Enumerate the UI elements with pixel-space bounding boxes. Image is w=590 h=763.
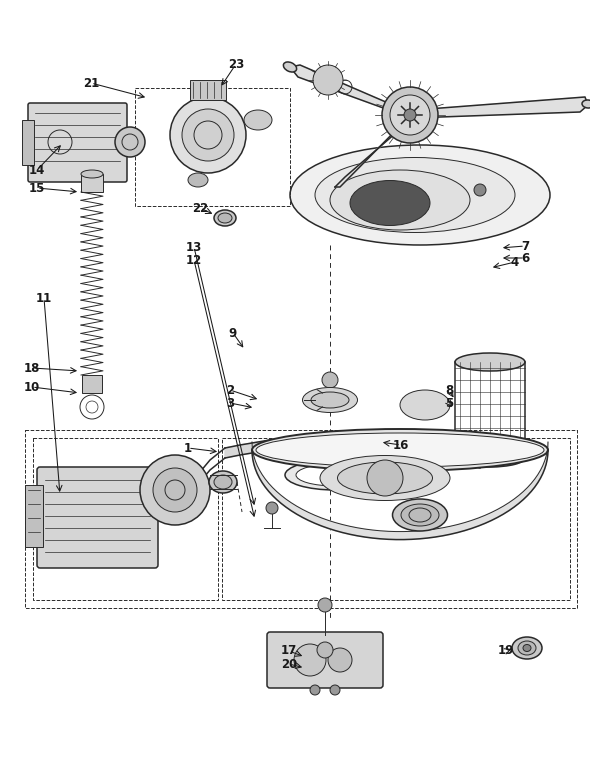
- Polygon shape: [425, 405, 432, 419]
- Circle shape: [390, 95, 430, 135]
- Polygon shape: [410, 97, 588, 118]
- Ellipse shape: [518, 641, 536, 655]
- Bar: [222, 438, 570, 600]
- Circle shape: [328, 648, 352, 672]
- Ellipse shape: [218, 213, 232, 223]
- Circle shape: [310, 685, 320, 695]
- Text: 22: 22: [192, 201, 208, 214]
- FancyBboxPatch shape: [28, 103, 127, 182]
- Circle shape: [313, 65, 343, 95]
- FancyBboxPatch shape: [267, 632, 383, 688]
- Circle shape: [140, 455, 210, 525]
- Ellipse shape: [455, 449, 525, 467]
- Ellipse shape: [455, 353, 525, 371]
- Polygon shape: [425, 405, 447, 409]
- Text: 6: 6: [521, 252, 529, 265]
- Text: 11: 11: [36, 291, 52, 304]
- Ellipse shape: [303, 388, 358, 413]
- Ellipse shape: [214, 210, 236, 226]
- Circle shape: [474, 184, 486, 196]
- Polygon shape: [406, 405, 425, 414]
- Text: 12: 12: [186, 253, 202, 266]
- Ellipse shape: [315, 157, 515, 233]
- Bar: [33, 438, 218, 600]
- Text: 15: 15: [29, 182, 45, 195]
- Bar: [25, 485, 43, 547]
- Text: 10: 10: [24, 381, 40, 394]
- Circle shape: [317, 642, 333, 658]
- Ellipse shape: [81, 170, 103, 178]
- Text: 23: 23: [228, 57, 244, 70]
- Ellipse shape: [244, 110, 272, 130]
- Text: 18: 18: [24, 362, 40, 375]
- Polygon shape: [407, 394, 425, 405]
- Text: 17: 17: [281, 645, 297, 658]
- FancyBboxPatch shape: [37, 467, 158, 568]
- Ellipse shape: [337, 462, 432, 494]
- Ellipse shape: [311, 392, 349, 408]
- Ellipse shape: [582, 100, 590, 108]
- Text: 1: 1: [184, 442, 192, 455]
- Circle shape: [266, 502, 278, 514]
- Bar: [135, 88, 290, 206]
- Circle shape: [318, 598, 332, 612]
- Circle shape: [322, 372, 338, 388]
- Polygon shape: [252, 442, 548, 539]
- Polygon shape: [335, 115, 412, 187]
- Circle shape: [153, 468, 197, 512]
- Text: 20: 20: [281, 658, 297, 671]
- Text: 5: 5: [445, 397, 453, 410]
- Text: 7: 7: [521, 240, 529, 253]
- Ellipse shape: [320, 456, 450, 501]
- Ellipse shape: [523, 645, 531, 652]
- Ellipse shape: [256, 433, 544, 467]
- Polygon shape: [290, 65, 410, 117]
- Ellipse shape: [400, 390, 450, 420]
- Text: 13: 13: [186, 240, 202, 253]
- Polygon shape: [225, 437, 480, 468]
- Bar: [81, 174, 103, 192]
- Text: 16: 16: [393, 439, 409, 452]
- Ellipse shape: [209, 471, 237, 493]
- Circle shape: [367, 460, 403, 496]
- Bar: [190, 80, 226, 100]
- Bar: [82, 375, 102, 393]
- Ellipse shape: [512, 637, 542, 659]
- Text: 8: 8: [445, 384, 453, 397]
- Circle shape: [294, 644, 326, 676]
- Circle shape: [330, 685, 340, 695]
- Ellipse shape: [330, 170, 470, 230]
- Ellipse shape: [285, 460, 385, 490]
- Circle shape: [170, 97, 246, 173]
- Ellipse shape: [252, 429, 548, 471]
- Ellipse shape: [214, 475, 232, 489]
- Bar: [22, 120, 34, 165]
- Text: 14: 14: [29, 163, 45, 176]
- Circle shape: [115, 127, 145, 157]
- Ellipse shape: [401, 504, 439, 526]
- Polygon shape: [425, 391, 437, 405]
- Text: 21: 21: [83, 76, 99, 89]
- Text: 2: 2: [226, 384, 234, 397]
- Circle shape: [182, 109, 234, 161]
- Text: 4: 4: [511, 256, 519, 269]
- Bar: [25, 430, 577, 608]
- Text: 3: 3: [226, 397, 234, 410]
- Ellipse shape: [188, 173, 208, 187]
- Text: 9: 9: [229, 327, 237, 340]
- Ellipse shape: [283, 62, 297, 72]
- Circle shape: [404, 109, 416, 121]
- Ellipse shape: [350, 181, 430, 226]
- Ellipse shape: [392, 499, 447, 531]
- Circle shape: [382, 87, 438, 143]
- Ellipse shape: [296, 464, 374, 486]
- Text: 19: 19: [498, 645, 514, 658]
- Ellipse shape: [290, 145, 550, 245]
